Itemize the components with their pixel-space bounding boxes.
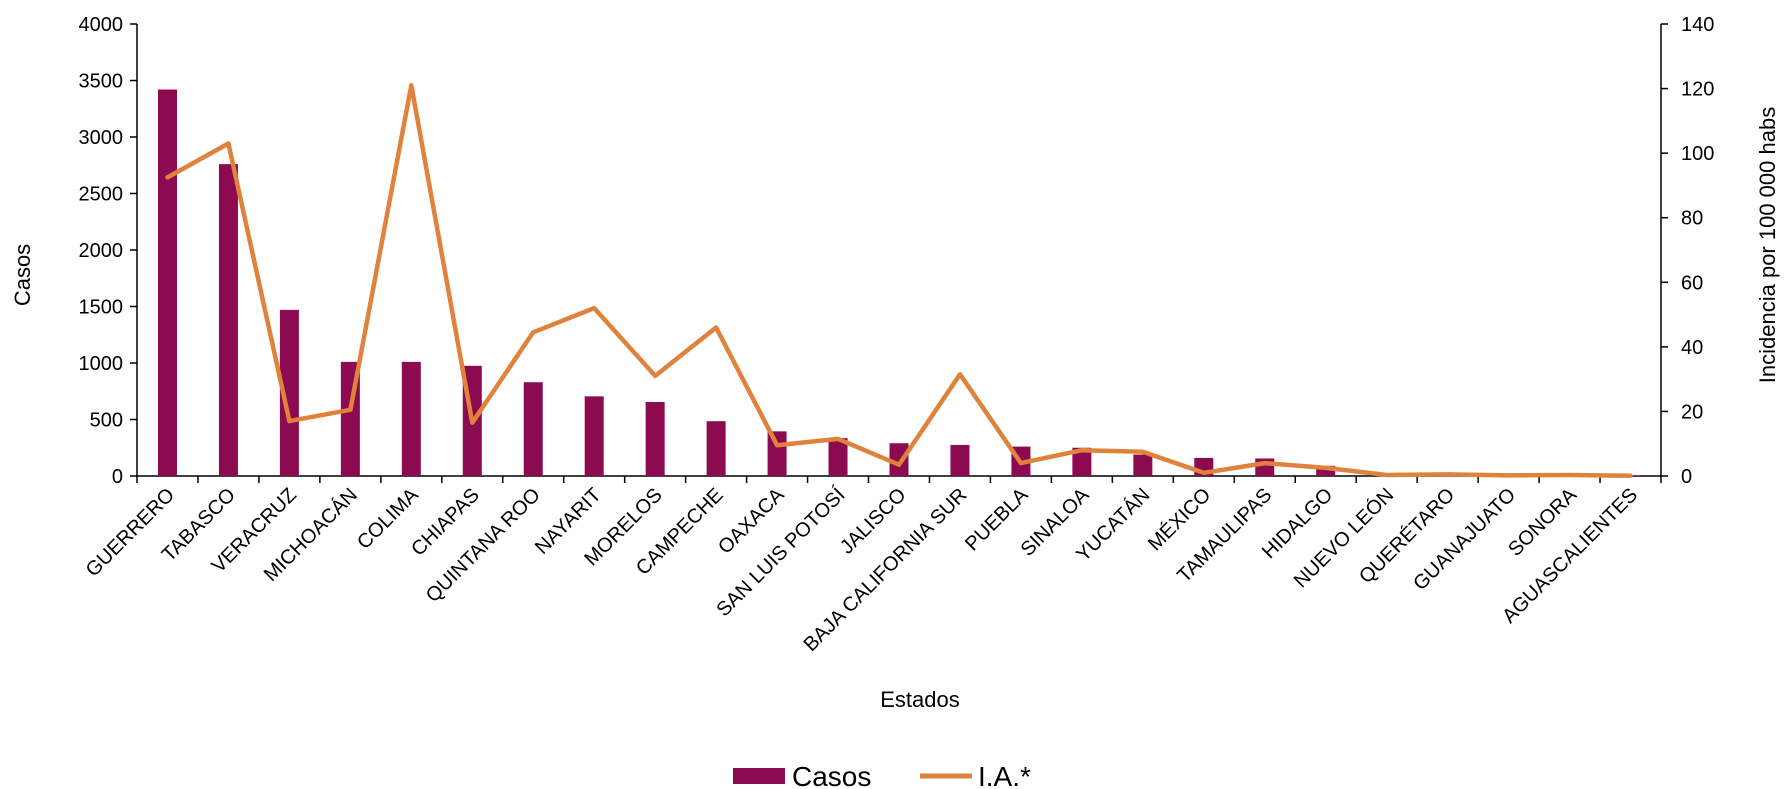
y2-tick-label: 80 xyxy=(1681,208,1703,230)
y-axis-title: Casos xyxy=(10,244,35,306)
y-tick-label: 500 xyxy=(90,410,123,432)
y-tick-label: 4000 xyxy=(79,14,124,36)
y2-tick-label: 140 xyxy=(1681,14,1714,36)
x-tick-label: QUINTANA ROO xyxy=(422,484,545,607)
y-tick-label: 2500 xyxy=(79,184,124,206)
y2-tick-label: 60 xyxy=(1681,272,1703,294)
bar xyxy=(1133,454,1153,476)
bar xyxy=(889,443,909,476)
bar xyxy=(401,361,421,476)
bar xyxy=(218,164,238,476)
legend-casos-swatch xyxy=(733,768,785,784)
bar xyxy=(645,401,665,476)
bar xyxy=(950,444,970,476)
bar xyxy=(1072,447,1092,476)
y-tick-label: 1500 xyxy=(79,297,124,319)
bar xyxy=(584,396,604,476)
legend: Casos I.A.* xyxy=(733,761,1031,789)
y-tick-label: 1000 xyxy=(79,353,124,375)
bar xyxy=(828,438,848,476)
bar xyxy=(767,431,787,476)
x-axis-title: Estados xyxy=(880,687,960,712)
x-tick-label: GUERRERO xyxy=(82,484,179,581)
bar xyxy=(157,89,177,476)
bar xyxy=(1316,465,1336,476)
line-series-ia xyxy=(165,83,1633,478)
y2-axis-title: Incidencia por 100 000 habs xyxy=(1755,107,1780,383)
legend-casos-label: Casos xyxy=(792,761,871,789)
y2-tick-label: 120 xyxy=(1681,79,1714,101)
y2-tick-label: 20 xyxy=(1681,401,1703,423)
x-tick-labels: GUERREROTABASCOVERACRUZMICHOACÁNCOLIMACH… xyxy=(82,483,1642,656)
y-tick-label: 3000 xyxy=(79,127,124,149)
y-tick-label: 2000 xyxy=(79,240,124,262)
y2-tick-label: 0 xyxy=(1681,466,1692,488)
bar xyxy=(706,421,726,476)
y-tick-label: 0 xyxy=(112,466,123,488)
series-line xyxy=(165,83,1633,478)
legend-ia-label: I.A.* xyxy=(978,761,1031,789)
y2-tick-label: 100 xyxy=(1681,143,1714,165)
bar xyxy=(279,309,299,476)
axes: 0 500 1000 1500 2000 2500 3000 3500 4000 0 20 40 60 8… xyxy=(79,14,1715,488)
y2-tick-label: 40 xyxy=(1681,337,1703,359)
bars-series-casos xyxy=(157,89,1641,476)
bar xyxy=(523,382,543,476)
y-tick-label: 3500 xyxy=(79,71,124,93)
